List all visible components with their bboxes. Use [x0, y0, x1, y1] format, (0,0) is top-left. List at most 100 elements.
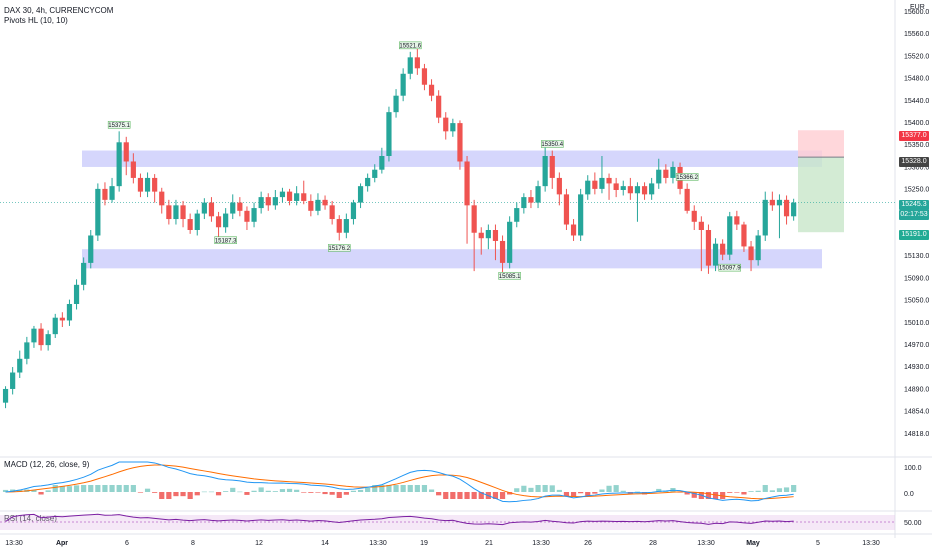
candle-body: [45, 334, 51, 346]
pivot-label: 15085.1: [499, 274, 521, 280]
candle-body: [578, 194, 584, 236]
pivot-label-box: [498, 272, 521, 280]
macd-histogram-bar: [258, 487, 264, 492]
y-tick-label: 15130.0: [904, 253, 929, 260]
candle-body: [606, 177, 612, 184]
macd-histogram-bar: [712, 492, 719, 499]
pivot-label: 15375.1: [108, 123, 130, 129]
candle-body: [24, 342, 30, 359]
macd-histogram-bar: [748, 491, 754, 492]
candle-body: [173, 205, 179, 220]
macd-histogram-bar: [691, 492, 697, 498]
macd-histogram-bar: [791, 485, 797, 492]
candle-body: [230, 202, 236, 214]
rsi-line: [5, 513, 794, 526]
macd-histogram-bar: [507, 492, 513, 495]
pivot-label: 15176.2: [328, 246, 350, 252]
candle-body: [748, 246, 754, 261]
candle-body: [783, 199, 790, 217]
macd-histogram-bar: [230, 487, 236, 492]
candle-body: [535, 186, 541, 203]
candle-body: [258, 197, 264, 209]
support-resistance-zone: [82, 249, 822, 269]
candle-body: [308, 200, 314, 211]
candle-body: [265, 197, 271, 206]
x-tick-label: 19: [420, 540, 428, 547]
y-tick-label: 14930.0: [904, 364, 929, 371]
indicator-label[interactable]: Pivots HL (10, 10): [4, 16, 68, 25]
candle-body: [73, 284, 80, 304]
rsi-label[interactable]: RSI (14, close): [4, 514, 57, 523]
y-tick-label: 15090.0: [904, 275, 929, 282]
candle-body: [514, 208, 520, 222]
candle-body: [656, 169, 662, 184]
macd-histogram-bar: [17, 489, 23, 492]
candle-body: [400, 73, 406, 96]
macd-histogram-bar: [585, 492, 591, 496]
macd-tick-label: 0.0: [904, 491, 914, 498]
candle-body: [592, 180, 598, 189]
y-tick-label: 14970.0: [904, 342, 929, 349]
y-tick-label: 15400.0: [904, 120, 929, 127]
y-tick-label: 14890.0: [904, 386, 929, 393]
macd-histogram-bar: [535, 485, 541, 492]
macd-histogram-bar: [741, 492, 747, 495]
macd-histogram-bar: [336, 492, 342, 498]
macd-histogram-bar: [563, 492, 570, 497]
macd-histogram-bar: [684, 492, 690, 495]
macd-histogram-bar: [620, 490, 626, 492]
candle-body: [791, 202, 797, 217]
macd-histogram-bar: [31, 489, 37, 492]
candle-body: [663, 169, 669, 178]
candle-body: [152, 177, 158, 192]
countdown-tag: 02:17:53: [899, 210, 929, 220]
macd-histogram-bar: [130, 485, 136, 492]
macd-signal-line: [5, 464, 794, 500]
macd-label[interactable]: MACD (12, 26, close, 9): [4, 460, 90, 469]
pivot-label: 15097.9: [719, 266, 741, 272]
candle-body: [585, 180, 591, 195]
candle-body: [649, 183, 655, 195]
candle-body: [379, 156, 385, 170]
target-price-tag: 15377.0: [899, 131, 929, 141]
candle-body: [357, 186, 364, 203]
entry-price-tag: 15328.0: [899, 157, 929, 167]
candle-body: [386, 112, 392, 156]
candle-body: [130, 161, 136, 178]
candle-body: [528, 197, 534, 203]
candle-body: [507, 221, 513, 263]
candle-body: [478, 232, 484, 239]
macd-histogram-bar: [428, 489, 435, 492]
macd-histogram-bar: [471, 492, 477, 499]
macd-histogram-bar: [244, 492, 250, 495]
macd-histogram-bar: [521, 485, 527, 492]
candle-body: [620, 186, 626, 190]
x-tick-label: 13:30: [532, 540, 550, 547]
macd-histogram-bar: [762, 485, 768, 492]
candle-body: [137, 177, 144, 192]
candle-body: [393, 95, 399, 113]
macd-histogram-bar: [443, 492, 449, 499]
candle-body: [755, 235, 761, 261]
macd-histogram-bar: [59, 486, 65, 492]
macd-histogram-bar: [187, 492, 193, 499]
candle-body: [166, 205, 172, 220]
candle-body: [734, 216, 740, 225]
x-tick-label: May: [746, 540, 760, 547]
candle-body: [464, 161, 470, 206]
macd-histogram-bar: [144, 488, 151, 492]
macd-histogram-bar: [215, 492, 222, 496]
pivot-label-box: [675, 173, 699, 181]
macd-histogram-bar: [372, 485, 378, 492]
candle-body: [627, 186, 633, 194]
macd-histogram-bar: [95, 485, 101, 492]
candle-body: [698, 221, 704, 230]
candle-body: [237, 202, 243, 211]
candle-body: [81, 262, 87, 285]
x-tick-label: Apr: [56, 540, 68, 547]
macd-histogram-bar: [194, 492, 200, 496]
candle-body: [634, 186, 641, 194]
pivot-label-box: [718, 263, 741, 272]
macd-histogram-bar: [201, 491, 207, 493]
